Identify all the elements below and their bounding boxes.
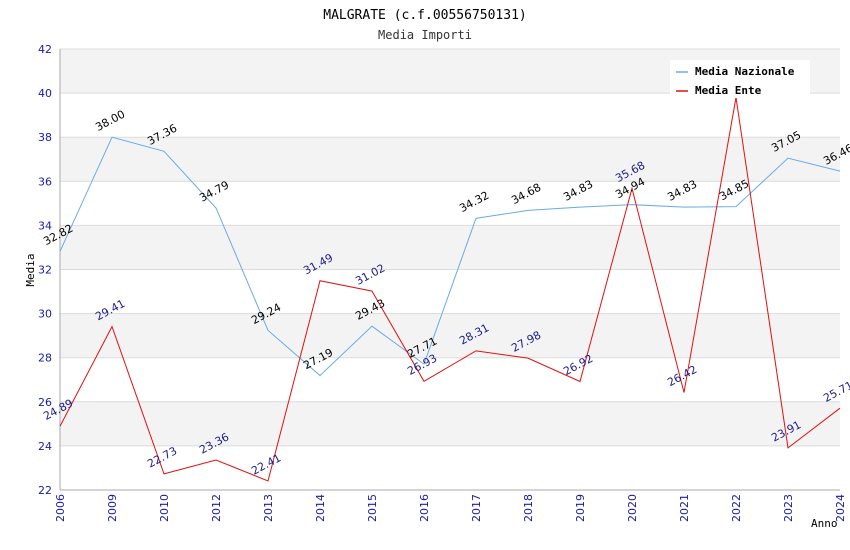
grid-band bbox=[60, 225, 840, 270]
y-tick-labels: 22 24 26 28 30 32 34 36 38 40 42 bbox=[38, 43, 52, 497]
series-lines bbox=[59, 97, 841, 482]
x-tick-label: 2021 bbox=[678, 494, 691, 522]
y-axis-label: Media bbox=[24, 253, 37, 286]
legend-background bbox=[670, 60, 810, 98]
grid-band bbox=[60, 445, 840, 490]
series-line-media-ente bbox=[59, 97, 841, 482]
chart-title: MALGRATE (c.f.00556750131) bbox=[323, 8, 527, 23]
x-tick-label: 2024 bbox=[834, 494, 847, 522]
y-tick-label: 40 bbox=[38, 87, 52, 100]
x-tick-labels: 2006 2009 2010 2012 2013 2014 2015 2016 2017 2018… bbox=[54, 494, 847, 522]
legend: Media Nazionale Media Ente bbox=[670, 60, 810, 98]
y-tick-label: 26 bbox=[38, 396, 52, 409]
y-tick-label: 34 bbox=[38, 219, 52, 232]
x-tick-label: 2023 bbox=[782, 494, 795, 522]
grid-band bbox=[60, 401, 840, 446]
y-tick-label: 36 bbox=[38, 175, 52, 188]
y-tick-label: 38 bbox=[38, 131, 52, 144]
x-tick-label: 2016 bbox=[418, 494, 431, 522]
y-tick-label: 24 bbox=[38, 440, 52, 453]
x-tick-label: 2009 bbox=[106, 494, 119, 522]
x-axis-label: Anno bbox=[811, 517, 838, 530]
y-tick-label: 30 bbox=[38, 308, 52, 321]
legend-label-media-nazionale: Media Nazionale bbox=[695, 65, 795, 78]
grid-band bbox=[60, 181, 840, 226]
x-tick-label: 2012 bbox=[210, 494, 223, 522]
x-tick-label: 2010 bbox=[158, 494, 171, 522]
x-tick-label: 2020 bbox=[626, 494, 639, 522]
x-tick-label: 2006 bbox=[54, 494, 67, 522]
y-tick-label: 22 bbox=[38, 484, 52, 497]
x-tick-label: 2019 bbox=[574, 494, 587, 522]
y-tick-label: 32 bbox=[38, 264, 52, 277]
x-tick-label: 2014 bbox=[314, 494, 327, 522]
y-tick-label: 42 bbox=[38, 43, 52, 56]
x-tick-label: 2013 bbox=[262, 494, 275, 522]
y-tick-label: 28 bbox=[38, 352, 52, 365]
grid-band bbox=[60, 313, 840, 358]
x-tick-label: 2018 bbox=[522, 494, 535, 522]
grid-band bbox=[60, 93, 840, 138]
grid-band bbox=[60, 137, 840, 182]
x-tick-label: 2017 bbox=[470, 494, 483, 522]
chart-subtitle: Media Importi bbox=[378, 28, 472, 42]
series-line-media-nazionale bbox=[59, 136, 841, 377]
x-tick-label: 2015 bbox=[366, 494, 379, 522]
legend-label-media-ente: Media Ente bbox=[695, 84, 762, 97]
grid-band bbox=[60, 357, 840, 402]
x-tick-label: 2022 bbox=[730, 494, 743, 522]
